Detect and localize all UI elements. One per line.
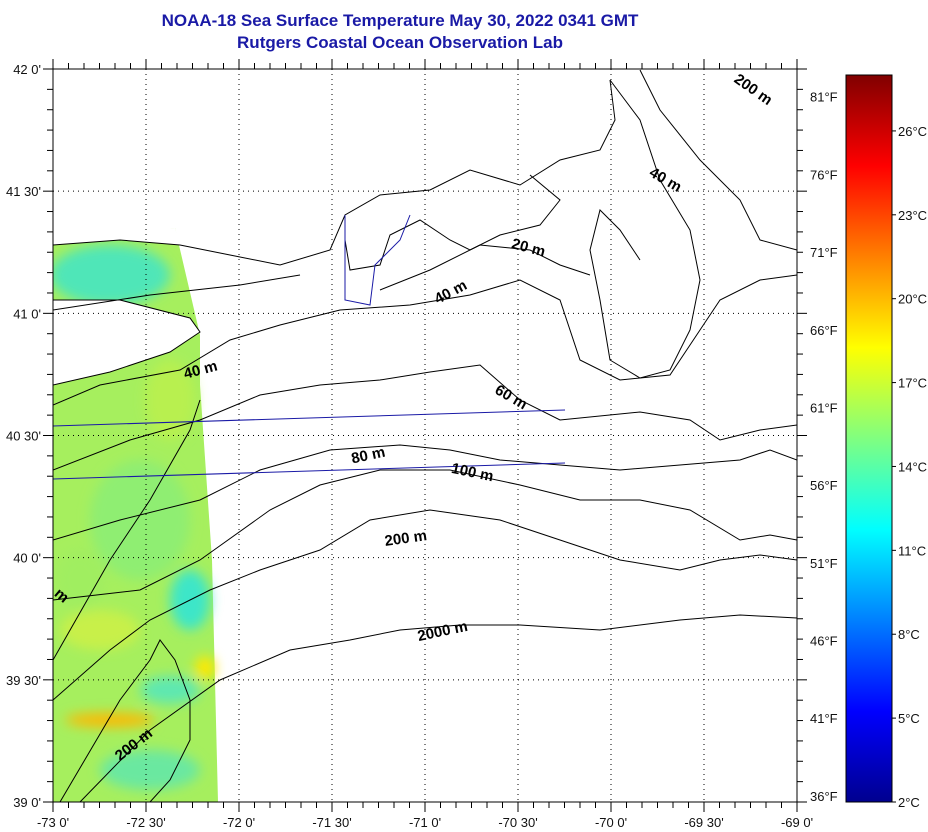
fahrenheit-tick-label: 41°F — [810, 711, 838, 726]
contour-40m — [53, 69, 797, 406]
lon-tick-label: -69 0' — [781, 815, 813, 830]
lat-tick-label: 40 0' — [13, 551, 41, 566]
contour-2000m — [79, 614, 797, 802]
contour-20m — [53, 244, 591, 311]
title-line-1: NOAA-18 Sea Surface Temperature May 30, … — [161, 11, 639, 30]
fahrenheit-tick-label: 56°F — [810, 478, 838, 493]
celsius-tick-label: 11°C — [898, 543, 926, 558]
fahrenheit-tick-label: 76°F — [810, 167, 838, 182]
fahrenheit-tick-label: 51°F — [810, 556, 838, 571]
sst-swath — [53, 228, 218, 802]
lon-tick-label: -69 30' — [684, 815, 723, 830]
contour-label: 200 m — [731, 71, 776, 109]
celsius-tick-label: 20°C — [898, 292, 927, 307]
contour-label: 2000 m — [416, 618, 469, 645]
coastline-and-bathymetry — [53, 69, 797, 802]
contour-label: 60 m — [492, 381, 530, 413]
lon-tick-label: -71 0' — [409, 815, 441, 830]
lon-tick-label: -73 0' — [37, 815, 69, 830]
fahrenheit-tick-label: 46°F — [810, 633, 838, 648]
axes: -73 0' -72 30' -72 0' -71 30' -71 0' -70 30' -… — [6, 59, 813, 830]
celsius-tick-label: 23°C — [898, 208, 927, 223]
contour-60m — [53, 364, 797, 471]
fahrenheit-tick-label: 36°F — [810, 789, 838, 804]
contour-100m — [53, 469, 797, 601]
lon-tick-label: -71 30' — [312, 815, 351, 830]
celsius-tick-label: 2°C — [898, 795, 920, 810]
lat-tick-label: 41 30' — [6, 184, 41, 199]
fahrenheit-tick-label: 81°F — [810, 90, 838, 105]
contour-label: 40 m — [432, 277, 470, 308]
celsius-tick-label: 5°C — [898, 711, 920, 726]
lon-tick-label: -72 30' — [126, 815, 165, 830]
lon-tick-label: -72 0' — [223, 815, 255, 830]
lat-tick-label: 41 0' — [13, 306, 41, 321]
colorbar-gradient — [845, 74, 893, 803]
contour-label: 100 m — [450, 460, 495, 485]
fahrenheit-tick-label: 71°F — [810, 245, 838, 260]
lat-tick-label: 39 30' — [6, 673, 41, 688]
celsius-tick-label: 14°C — [898, 459, 927, 474]
cape-cod — [589, 79, 701, 379]
lat-tick-label: 39 0' — [13, 795, 41, 810]
contour-label: 200 m — [384, 527, 428, 550]
lat-tick-label: 42 0' — [13, 62, 41, 77]
colorbar: 26°C 23°C 20°C 17°C 14°C 11°C 8°C 5°C 2°C 81°F 76°… — [810, 74, 927, 810]
contour-80m — [53, 444, 797, 541]
title-line-2: Rutgers Coastal Ocean Observation Lab — [237, 33, 563, 52]
celsius-tick-label: 8°C — [898, 627, 920, 642]
fahrenheit-tick-label: 61°F — [810, 400, 838, 415]
contour-200m — [53, 509, 797, 701]
celsius-tick-label: 26°C — [898, 124, 927, 139]
lat-tick-label: 40 30' — [6, 429, 41, 444]
lon-tick-label: -70 0' — [595, 815, 627, 830]
contour-label: 20 m — [510, 235, 547, 260]
contour-label: 80 m — [350, 444, 387, 468]
fahrenheit-tick-label: 66°F — [810, 323, 838, 338]
lon-tick-label: -70 30' — [498, 815, 537, 830]
celsius-tick-label: 17°C — [898, 376, 927, 391]
contour-200m-sw — [59, 639, 191, 802]
graticule — [53, 69, 797, 802]
swath-boundary-lines — [53, 214, 566, 480]
